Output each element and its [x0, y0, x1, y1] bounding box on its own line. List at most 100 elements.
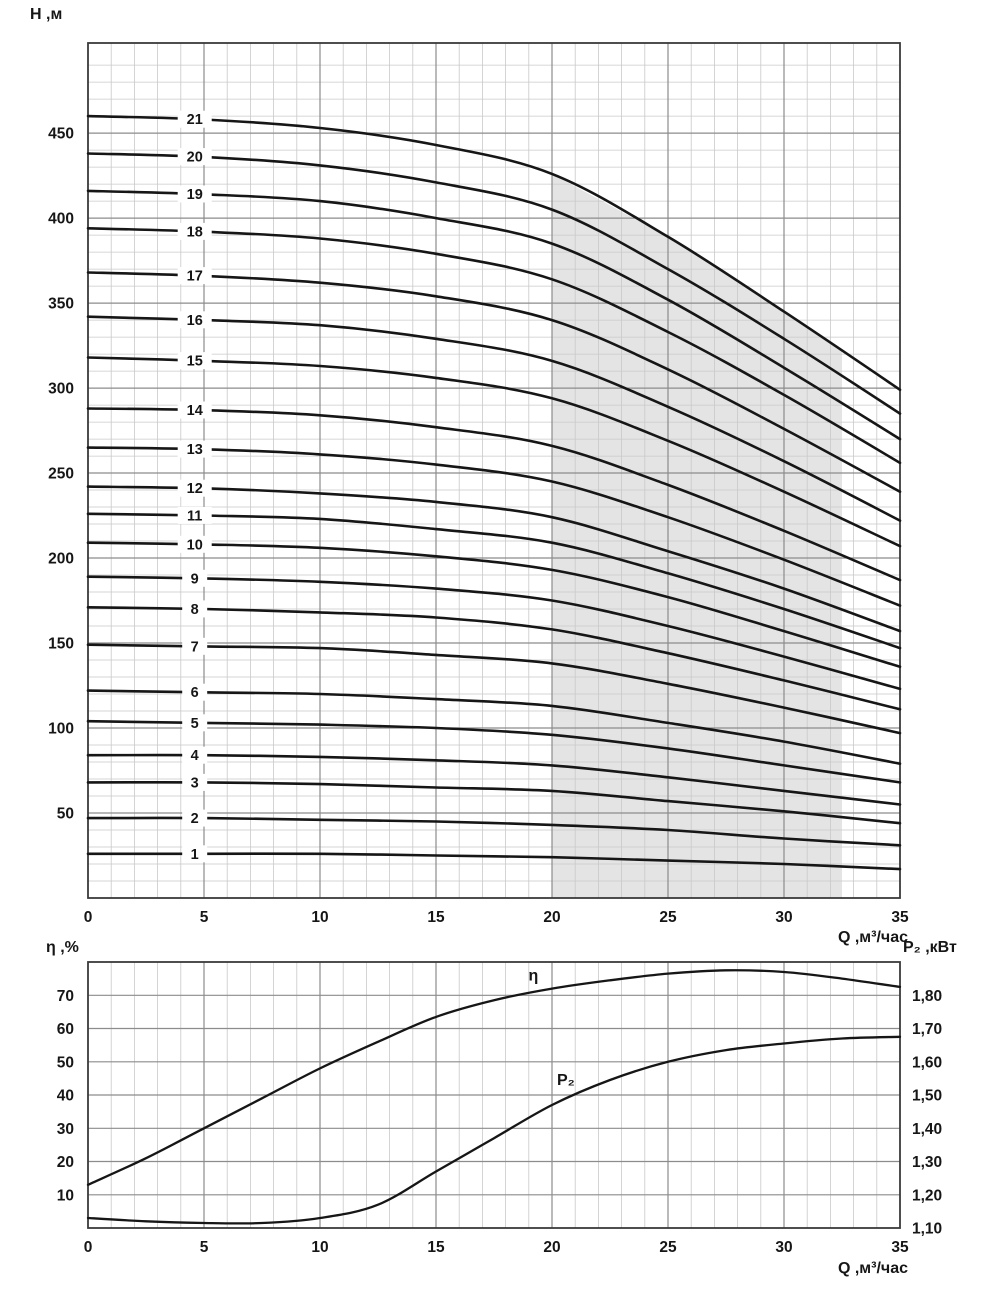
perf-right-tick-1,70: 1,70	[912, 1021, 942, 1038]
head-y-tick-350: 350	[48, 296, 74, 313]
curve-label-18: 18	[187, 224, 203, 240]
curve-label-2: 2	[191, 811, 199, 827]
curve-label-mask-19	[177, 185, 212, 203]
curve-label-11: 11	[187, 508, 202, 524]
curve-label-mask-6	[182, 683, 208, 701]
head-x-tick-0: 0	[84, 909, 93, 926]
efficiency-curve	[86, 969, 902, 1186]
head-curve-10	[86, 541, 902, 669]
head-x-tick-20: 20	[543, 909, 560, 926]
curve-label-1: 1	[191, 847, 199, 863]
head-x-tick-5: 5	[200, 909, 209, 926]
curve-label-14: 14	[187, 403, 203, 419]
curve-label-mask-5	[182, 714, 208, 732]
head-curve-8	[86, 606, 902, 711]
perf-x-tick-35: 35	[891, 1239, 909, 1256]
head-y-tick-200: 200	[48, 551, 74, 568]
head-y-tick-400: 400	[48, 211, 74, 228]
head-curve-18	[86, 227, 902, 465]
perf-left-tick-20: 20	[57, 1154, 74, 1171]
flow-axis-title-bottom: Q ,м³/час	[837, 1260, 908, 1277]
head-curve-3	[86, 780, 902, 825]
curve-label-mask-11	[177, 506, 212, 524]
curve-label-mask-3	[182, 773, 208, 791]
curve-label-mask-1	[182, 845, 208, 863]
curve-label-mask-15	[177, 352, 212, 370]
curve-label-4: 4	[191, 748, 199, 764]
perf-x-tick-25: 25	[659, 1239, 677, 1256]
head-curve-1	[86, 852, 902, 871]
curve-label-mask-2	[182, 809, 208, 827]
head-curve-12	[86, 485, 902, 633]
head-y-tick-50: 50	[57, 806, 74, 823]
head-curve-2	[86, 816, 902, 847]
head-curve-13	[86, 446, 902, 607]
curve-label-21: 21	[187, 112, 203, 128]
perf-right-tick-1,40: 1,40	[912, 1121, 942, 1138]
curve-label-13: 13	[187, 442, 203, 458]
curve-label-9: 9	[191, 571, 199, 587]
head-y-tick-100: 100	[48, 721, 74, 738]
perf-left-tick-70: 70	[57, 988, 74, 1005]
curve-label-5: 5	[191, 716, 199, 732]
curve-label-10: 10	[187, 537, 203, 553]
perf-x-tick-10: 10	[311, 1239, 328, 1256]
power-curve	[86, 1035, 902, 1225]
perf-left-tick-60: 60	[57, 1021, 74, 1038]
head-plot-frame	[87, 42, 901, 899]
head-curve-16	[86, 315, 902, 522]
head-curve-9	[86, 575, 902, 691]
head-flow-chart: 2120191817161514131211109876543215010015…	[48, 42, 909, 926]
curve-label-17: 17	[187, 269, 203, 285]
curve-label-19: 19	[187, 187, 203, 203]
efficiency-axis-title: η ,%	[46, 939, 79, 956]
head-axis-title: H ,м	[30, 6, 63, 23]
perf-left-tick-10: 10	[57, 1187, 74, 1204]
head-x-tick-30: 30	[775, 909, 792, 926]
curve-label-20: 20	[187, 150, 203, 166]
head-curve-4	[86, 753, 902, 806]
head-y-tick-150: 150	[48, 636, 74, 653]
curve-label-mask-4	[182, 746, 208, 764]
head-y-tick-450: 450	[48, 126, 74, 143]
perf-right-tick-1,80: 1,80	[912, 988, 942, 1005]
perf-left-tick-30: 30	[57, 1121, 74, 1138]
curve-label-12: 12	[187, 481, 203, 497]
curve-label-mask-17	[177, 267, 212, 285]
curve-label-15: 15	[187, 354, 203, 370]
perf-right-tick-1,60: 1,60	[912, 1054, 942, 1071]
perf-right-tick-1,30: 1,30	[912, 1154, 942, 1171]
perf-right-tick-1,20: 1,20	[912, 1187, 942, 1204]
perf-x-tick-5: 5	[200, 1239, 209, 1256]
perf-x-tick-30: 30	[775, 1239, 792, 1256]
curve-label-mask-18	[177, 222, 212, 240]
head-y-tick-250: 250	[48, 466, 74, 483]
head-curve-6	[86, 689, 902, 765]
head-x-tick-15: 15	[427, 909, 445, 926]
curve-label-mask-12	[177, 479, 212, 497]
curve-label-3: 3	[191, 775, 199, 791]
perf-right-tick-1,50: 1,50	[912, 1088, 942, 1105]
curve-label-mask-20	[177, 148, 212, 166]
head-curve-17	[86, 271, 902, 493]
curve-label-8: 8	[191, 602, 199, 618]
curve-label-mask-7	[182, 637, 208, 655]
curve-label-16: 16	[187, 313, 203, 329]
efficiency-curve-label: η	[529, 967, 539, 984]
head-x-tick-35: 35	[891, 909, 909, 926]
head-major-grid	[88, 43, 900, 898]
curve-label-6: 6	[191, 685, 199, 701]
head-x-tick-10: 10	[311, 909, 328, 926]
head-curve-14	[86, 407, 902, 582]
perf-plot-frame	[87, 961, 901, 1229]
curve-label-mask-9	[182, 569, 208, 587]
head-x-tick-25: 25	[659, 909, 677, 926]
head-curve-20	[86, 152, 902, 415]
head-curve-19	[86, 189, 902, 441]
head-curve-5	[86, 719, 902, 784]
curve-label-7: 7	[191, 639, 199, 655]
power-axis-title: P₂ ,кВт	[903, 939, 957, 956]
head-curve-15	[86, 356, 902, 548]
